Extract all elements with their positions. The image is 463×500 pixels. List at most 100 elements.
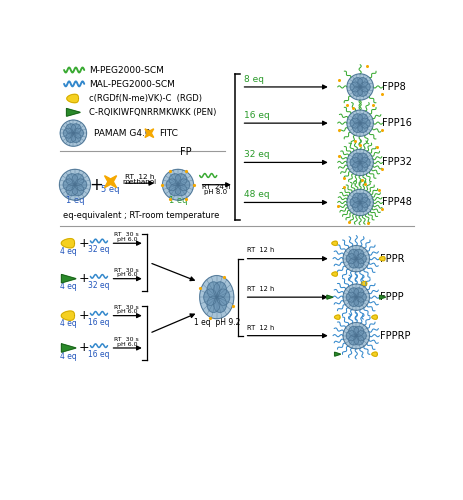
- Ellipse shape: [343, 322, 369, 349]
- Polygon shape: [372, 315, 377, 320]
- Text: c(RGDf(N-me)VK)-C  (RGD): c(RGDf(N-me)VK)-C (RGD): [89, 94, 202, 103]
- Text: RT  12 h: RT 12 h: [247, 286, 274, 292]
- Text: FPP8: FPP8: [382, 82, 406, 92]
- Ellipse shape: [163, 170, 194, 200]
- Ellipse shape: [354, 335, 364, 345]
- Ellipse shape: [347, 110, 373, 136]
- Text: RT  12 h: RT 12 h: [125, 174, 154, 180]
- Ellipse shape: [204, 289, 217, 306]
- Text: 4 eq: 4 eq: [60, 282, 77, 292]
- Polygon shape: [145, 129, 154, 138]
- Text: 5 eq: 5 eq: [101, 186, 120, 194]
- Text: +: +: [79, 309, 89, 322]
- Ellipse shape: [207, 296, 220, 312]
- Text: 16 eq: 16 eq: [244, 111, 269, 120]
- Ellipse shape: [178, 179, 190, 190]
- Ellipse shape: [357, 193, 368, 203]
- Ellipse shape: [349, 258, 359, 268]
- Ellipse shape: [166, 179, 178, 190]
- Polygon shape: [62, 274, 76, 283]
- Ellipse shape: [360, 158, 370, 168]
- Ellipse shape: [169, 174, 181, 186]
- Text: FPPP: FPPP: [380, 292, 404, 302]
- Ellipse shape: [350, 198, 360, 207]
- Ellipse shape: [66, 132, 76, 142]
- Text: RT  30 s: RT 30 s: [114, 268, 139, 273]
- Text: 4 eq: 4 eq: [60, 320, 77, 328]
- Ellipse shape: [356, 330, 366, 340]
- Ellipse shape: [347, 190, 373, 216]
- Ellipse shape: [207, 282, 220, 298]
- Ellipse shape: [357, 202, 368, 211]
- Text: 1 eq: 1 eq: [169, 196, 187, 205]
- Text: 48 eq: 48 eq: [244, 190, 269, 199]
- Ellipse shape: [66, 174, 78, 186]
- Text: M-PEG2000-SCM: M-PEG2000-SCM: [89, 66, 164, 76]
- Ellipse shape: [66, 184, 78, 196]
- Text: 32 eq: 32 eq: [244, 150, 269, 159]
- Text: FP: FP: [180, 148, 192, 158]
- Ellipse shape: [353, 193, 363, 203]
- Ellipse shape: [353, 202, 363, 211]
- Ellipse shape: [353, 78, 363, 88]
- Ellipse shape: [63, 179, 75, 190]
- Text: +: +: [79, 272, 89, 285]
- Text: +: +: [79, 342, 89, 354]
- Polygon shape: [62, 344, 76, 352]
- Ellipse shape: [343, 246, 369, 272]
- Ellipse shape: [356, 254, 366, 264]
- Text: pH 8.0: pH 8.0: [204, 189, 227, 195]
- Text: methanol: methanol: [122, 179, 156, 185]
- Polygon shape: [380, 296, 386, 299]
- Ellipse shape: [72, 174, 84, 186]
- Ellipse shape: [353, 114, 363, 124]
- Ellipse shape: [357, 162, 368, 172]
- Polygon shape: [61, 311, 75, 320]
- Text: RT  30 s: RT 30 s: [114, 232, 139, 237]
- Ellipse shape: [353, 153, 363, 163]
- Polygon shape: [327, 296, 333, 299]
- Ellipse shape: [60, 120, 87, 146]
- Text: 32 eq: 32 eq: [88, 246, 110, 254]
- Polygon shape: [332, 241, 337, 246]
- Polygon shape: [105, 176, 117, 188]
- Text: PAMAM G4.0: PAMAM G4.0: [94, 128, 150, 138]
- Polygon shape: [67, 94, 78, 102]
- Ellipse shape: [343, 284, 369, 310]
- Ellipse shape: [71, 124, 81, 134]
- Ellipse shape: [59, 170, 90, 200]
- Text: +: +: [89, 176, 103, 194]
- Ellipse shape: [175, 184, 187, 196]
- Ellipse shape: [354, 250, 364, 260]
- Ellipse shape: [346, 292, 356, 302]
- Ellipse shape: [360, 118, 370, 128]
- Text: RT  24 h: RT 24 h: [202, 184, 230, 190]
- Text: MAL-PEG2000-SCM: MAL-PEG2000-SCM: [89, 80, 175, 89]
- Text: FPP48: FPP48: [382, 198, 412, 207]
- Ellipse shape: [349, 335, 359, 345]
- Ellipse shape: [73, 128, 83, 138]
- Ellipse shape: [175, 174, 187, 186]
- Text: 8 eq: 8 eq: [244, 74, 264, 84]
- Text: 4 eq: 4 eq: [60, 352, 77, 361]
- Text: 1 eq: 1 eq: [66, 196, 84, 205]
- Polygon shape: [332, 272, 337, 276]
- Ellipse shape: [72, 184, 84, 196]
- Text: RT  12 h: RT 12 h: [247, 248, 274, 254]
- Ellipse shape: [357, 153, 368, 163]
- Text: +: +: [79, 237, 89, 250]
- Ellipse shape: [354, 288, 364, 298]
- Ellipse shape: [346, 330, 356, 340]
- Ellipse shape: [346, 254, 356, 264]
- Ellipse shape: [347, 150, 373, 176]
- Ellipse shape: [350, 118, 360, 128]
- Ellipse shape: [75, 179, 87, 190]
- Ellipse shape: [213, 296, 226, 312]
- Ellipse shape: [354, 326, 364, 336]
- Polygon shape: [335, 315, 340, 320]
- Ellipse shape: [360, 82, 370, 92]
- Ellipse shape: [357, 114, 368, 124]
- Ellipse shape: [63, 128, 73, 138]
- Text: pH 6.0: pH 6.0: [117, 237, 137, 242]
- Ellipse shape: [349, 250, 359, 260]
